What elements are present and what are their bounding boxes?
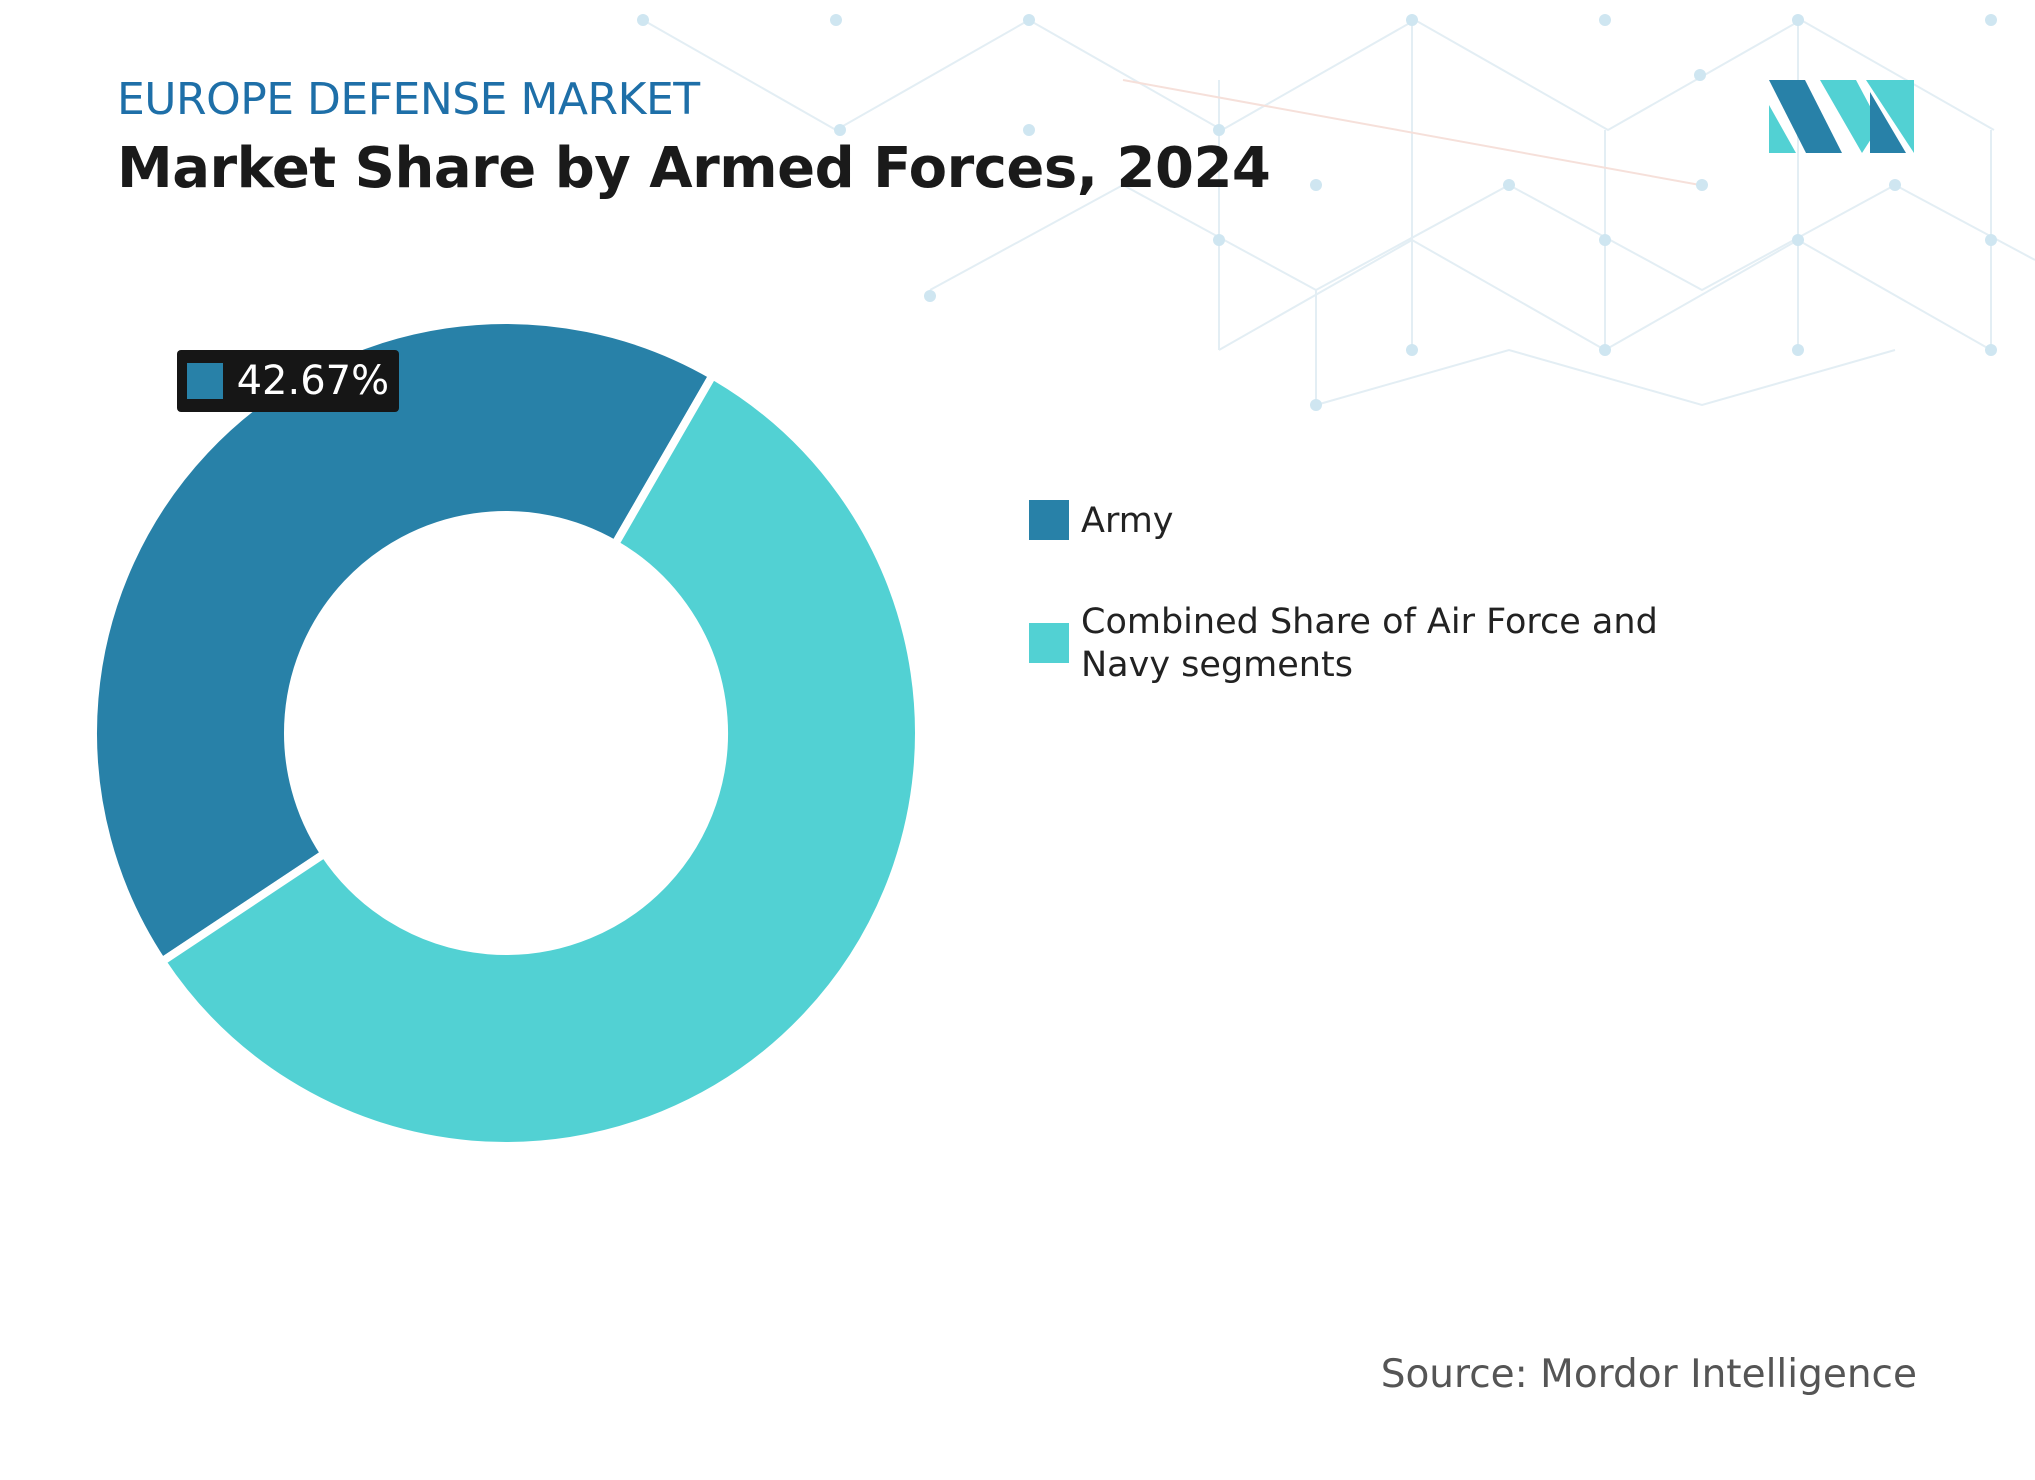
legend-label: Combined Share of Air Force and Navy seg… <box>1081 602 1658 685</box>
chart-title: Market Share by Armed Forces, 2024 <box>117 136 1271 201</box>
source: Source: Mordor Intelligence <box>1380 1352 1917 1397</box>
background-pattern <box>642 18 2035 407</box>
legend-item: Army <box>1029 500 1729 543</box>
legend-label: Army <box>1081 501 1174 541</box>
background-dots <box>637 14 1997 411</box>
donut-slice <box>89 316 719 968</box>
value-label-text: 42.67% <box>236 357 390 404</box>
legend: Army Combined Share of Air Force and Navy… <box>1029 500 1729 745</box>
label-swatch <box>186 362 223 399</box>
donut <box>89 316 923 1150</box>
kicker: EUROPE DEFENSE MARKET <box>117 74 700 125</box>
legend-swatch <box>1029 500 1069 540</box>
donut-slice <box>156 369 923 1150</box>
legend-item: Combined Share of Air Force and Navy seg… <box>1029 601 1729 687</box>
value-label: 42.67% <box>176 349 400 412</box>
legend-swatch <box>1029 623 1069 663</box>
logo <box>1769 80 1914 153</box>
